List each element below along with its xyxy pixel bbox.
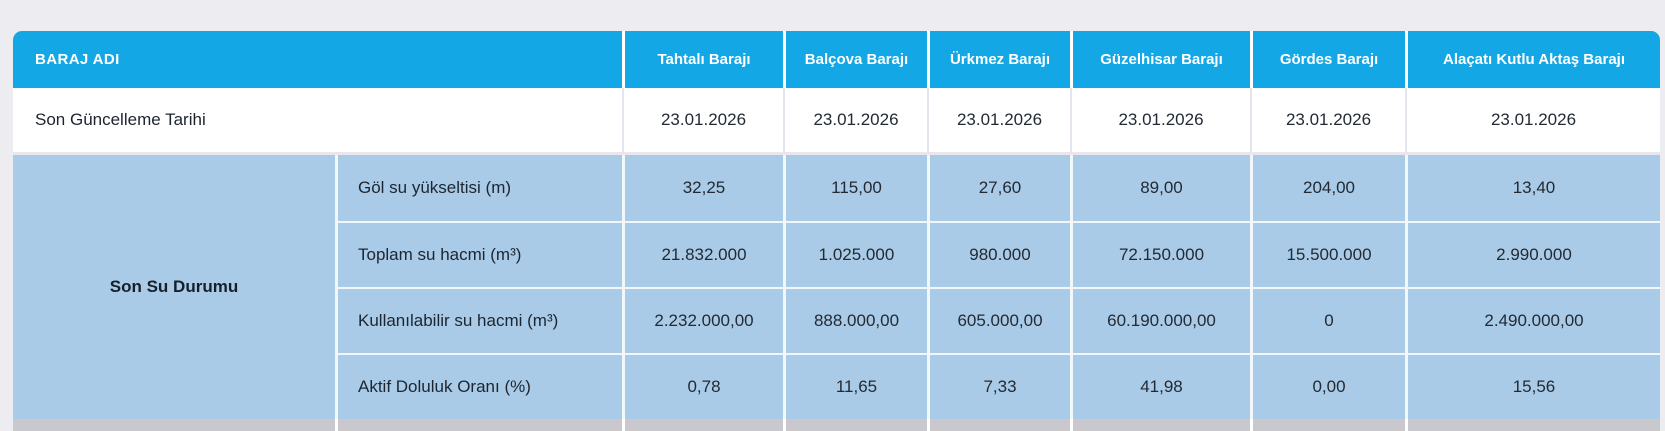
table-cell: 72.150.000 xyxy=(1070,221,1250,287)
table-cell: 2.232.000,00 xyxy=(622,287,783,353)
table-cell: 2.990.000 xyxy=(1405,221,1660,287)
column-header-gordes: Gördes Barajı xyxy=(1250,31,1405,88)
row-label-toplam-su-hacmi: Toplam su hacmi (m³) xyxy=(335,221,622,287)
table-cell xyxy=(1405,419,1660,431)
column-header-urkmez: Ürkmez Barajı xyxy=(927,31,1070,88)
table-cell: 23.01.2026 xyxy=(1070,88,1250,152)
table-cell: 32,25 xyxy=(622,155,783,221)
column-header-tahtali: Tahtalı Barajı xyxy=(622,31,783,88)
table-cell: 0,78 xyxy=(622,353,783,419)
column-header-baraj-adi: BARAJ ADI xyxy=(35,50,120,68)
table-cell: 13,40 xyxy=(1405,155,1660,221)
table-cell: 11,65 xyxy=(783,353,927,419)
section-label: Son Su Durumu xyxy=(109,277,239,296)
table-cell: 23.01.2026 xyxy=(622,88,783,152)
table-cell xyxy=(335,419,622,431)
table-cell xyxy=(622,419,783,431)
table-cell: 89,00 xyxy=(1070,155,1250,221)
table-cell: 2.490.000,00 xyxy=(1405,287,1660,353)
table-cell xyxy=(13,419,335,431)
table-cell: 1.025.000 xyxy=(783,221,927,287)
table-cell: 15,56 xyxy=(1405,353,1660,419)
table-cell: 605.000,00 xyxy=(927,287,1070,353)
row-label-son-guncelleme: Son Güncelleme Tarihi xyxy=(35,110,206,129)
son-su-durumu-section: Son Su Durumu Göl su yükseltisi (m) 32,2… xyxy=(13,152,1660,419)
table-cell: 204,00 xyxy=(1250,155,1405,221)
table-cell: 7,33 xyxy=(927,353,1070,419)
table-cell: 980.000 xyxy=(927,221,1070,287)
column-header-alacati: Alaçatı Kutlu Aktaş Barajı xyxy=(1405,31,1660,88)
table-cell: 0 xyxy=(1250,287,1405,353)
row-label-gol-su-yukseltisi: Göl su yükseltisi (m) xyxy=(335,155,622,221)
column-header-balcova: Balçova Barajı xyxy=(783,31,927,88)
row-label-kullanilabilir-su-hacmi: Kullanılabilir su hacmi (m³) xyxy=(335,287,622,353)
update-date-row: Son Güncelleme Tarihi 23.01.2026 23.01.2… xyxy=(13,88,1660,152)
table-cell: 41,98 xyxy=(1070,353,1250,419)
table-cell: 27,60 xyxy=(927,155,1070,221)
table-cell xyxy=(927,419,1070,431)
table-cell: 115,00 xyxy=(783,155,927,221)
table-cell: 0,00 xyxy=(1250,353,1405,419)
table-cell: 60.190.000,00 xyxy=(1070,287,1250,353)
table-cell xyxy=(1250,419,1405,431)
table-header-row: BARAJ ADI Tahtalı Barajı Balçova Barajı … xyxy=(13,31,1660,88)
column-header-guzelhisar: Güzelhisar Barajı xyxy=(1070,31,1250,88)
table-cell: 888.000,00 xyxy=(783,287,927,353)
row-label-aktif-doluluk-orani: Aktif Doluluk Oranı (%) xyxy=(335,353,622,419)
table-cell: 15.500.000 xyxy=(1250,221,1405,287)
table-cell: 23.01.2026 xyxy=(1250,88,1405,152)
dam-status-table: BARAJ ADI Tahtalı Barajı Balçova Barajı … xyxy=(13,31,1660,431)
table-cell xyxy=(1070,419,1250,431)
table-cell: 23.01.2026 xyxy=(783,88,927,152)
table-cell: 23.01.2026 xyxy=(1405,88,1660,152)
table-cell xyxy=(783,419,927,431)
table-cell: 21.832.000 xyxy=(622,221,783,287)
table-cell: 23.01.2026 xyxy=(927,88,1070,152)
clipped-next-row xyxy=(13,419,1660,431)
